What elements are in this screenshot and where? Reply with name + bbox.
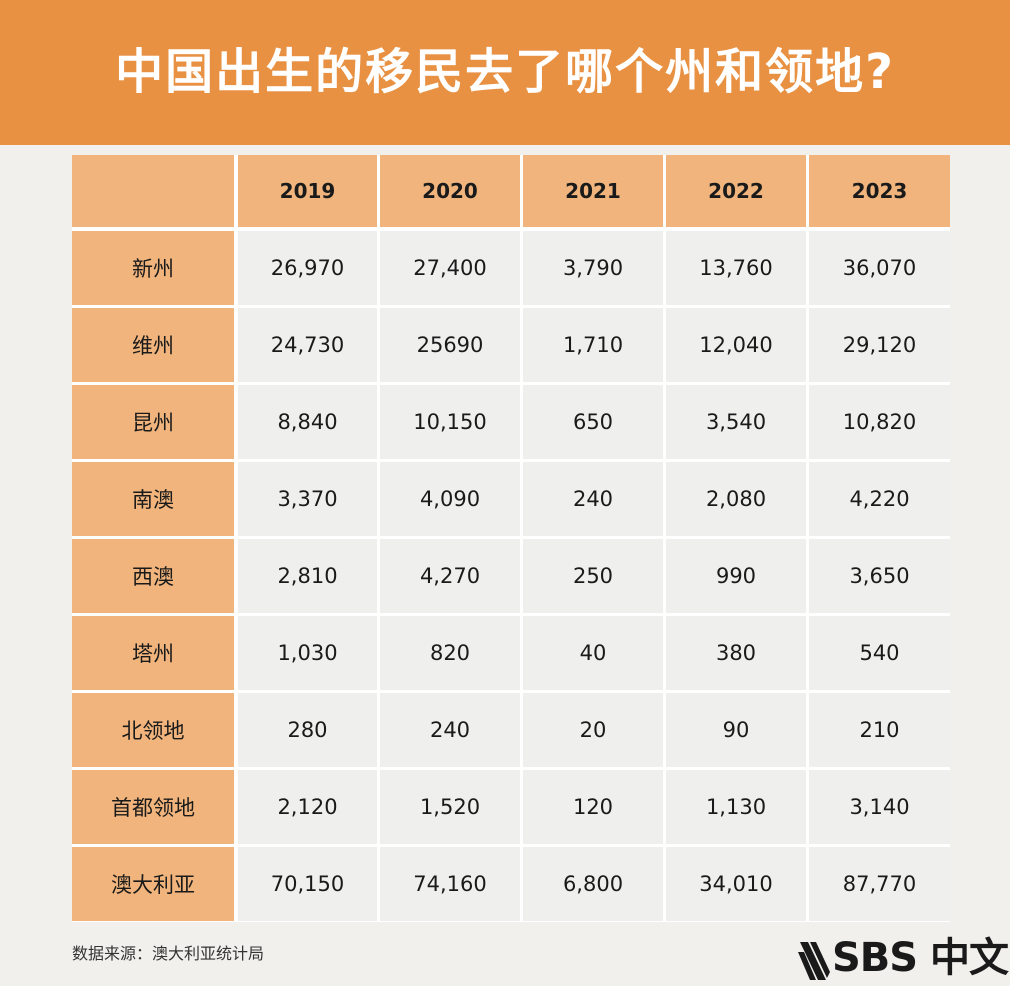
table-cell: 1,710 <box>523 308 663 382</box>
row-header: 澳大利亚 <box>72 847 234 921</box>
data-table: 2019 2020 2021 2022 2023 新州 26,970 27,400 3,790 1… <box>72 155 950 922</box>
table-cell: 540 <box>809 616 950 690</box>
table-cell: 40 <box>523 616 663 690</box>
table-cell: 2,080 <box>666 462 806 536</box>
table-cell: 20 <box>523 693 663 767</box>
table-cell: 1,520 <box>380 770 520 844</box>
table-cell: 6,800 <box>523 847 663 921</box>
table-cell: 240 <box>380 693 520 767</box>
table-cell: 3,790 <box>523 231 663 305</box>
table-cell: 26,970 <box>238 231 377 305</box>
table-cell: 2,810 <box>238 539 377 613</box>
table-cell: 4,090 <box>380 462 520 536</box>
source-note: 数据来源：澳大利亚统计局 <box>72 944 265 963</box>
column-header: 2021 <box>523 155 663 227</box>
row-header: 维州 <box>72 308 234 382</box>
table-cell: 120 <box>523 770 663 844</box>
table-cell: 24,730 <box>238 308 377 382</box>
sbs-logo: SBS 中文 <box>796 934 1009 982</box>
table-cell: 2,120 <box>238 770 377 844</box>
column-header: 2023 <box>809 155 950 227</box>
table-cell: 3,540 <box>666 385 806 459</box>
table-cell: 10,820 <box>809 385 950 459</box>
table-cell: 3,140 <box>809 770 950 844</box>
table-cell: 12,040 <box>666 308 806 382</box>
table-cell: 90 <box>666 693 806 767</box>
column-header: 2020 <box>380 155 520 227</box>
table-cell: 1,030 <box>238 616 377 690</box>
row-header: 新州 <box>72 231 234 305</box>
table-cell: 36,070 <box>809 231 950 305</box>
table-cell: 280 <box>238 693 377 767</box>
row-header: 首都领地 <box>72 770 234 844</box>
row-header: 南澳 <box>72 462 234 536</box>
table-cell: 27,400 <box>380 231 520 305</box>
column-header: 2019 <box>238 155 377 227</box>
row-header: 塔州 <box>72 616 234 690</box>
table-cell: 4,270 <box>380 539 520 613</box>
table-cell: 240 <box>523 462 663 536</box>
sbs-logo-text: SBS 中文 <box>832 935 1009 981</box>
table-cell: 8,840 <box>238 385 377 459</box>
row-header: 北领地 <box>72 693 234 767</box>
table-cell: 74,160 <box>380 847 520 921</box>
table-cell: 1,130 <box>666 770 806 844</box>
table-cell: 4,220 <box>809 462 950 536</box>
table-cell: 10,150 <box>380 385 520 459</box>
row-header: 西澳 <box>72 539 234 613</box>
table-cell: 25690 <box>380 308 520 382</box>
table-cell: 250 <box>523 539 663 613</box>
table-cell: 3,650 <box>809 539 950 613</box>
table-cell: 820 <box>380 616 520 690</box>
table-cell: 87,770 <box>809 847 950 921</box>
table-cell: 990 <box>666 539 806 613</box>
table-cell: 650 <box>523 385 663 459</box>
header-corner <box>72 155 234 227</box>
table-cell: 34,010 <box>666 847 806 921</box>
row-header: 昆州 <box>72 385 234 459</box>
column-header: 2022 <box>666 155 806 227</box>
table-cell: 29,120 <box>809 308 950 382</box>
table-cell: 70,150 <box>238 847 377 921</box>
title-banner: 中国出生的移民去了哪个州和领地? <box>0 0 1010 145</box>
table-cell: 13,760 <box>666 231 806 305</box>
table-cell: 3,370 <box>238 462 377 536</box>
table-cell: 380 <box>666 616 806 690</box>
page-title: 中国出生的移民去了哪个州和领地? <box>115 44 895 100</box>
sbs-logo-icon <box>798 942 830 980</box>
table-cell: 210 <box>809 693 950 767</box>
